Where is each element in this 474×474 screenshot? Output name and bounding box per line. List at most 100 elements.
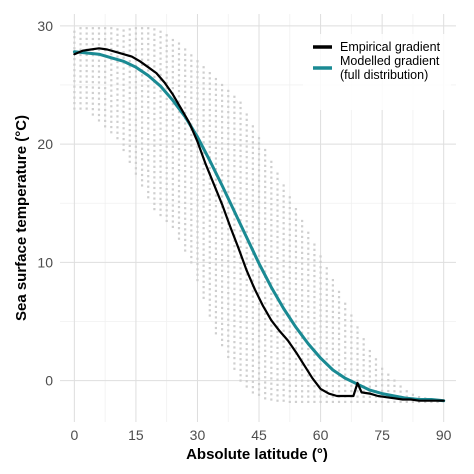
distribution-point [165,134,168,138]
distribution-point [214,136,218,139]
distribution-point [202,184,205,187]
distribution-point [227,260,230,263]
distribution-point [307,258,310,261]
distribution-point [116,44,119,47]
legend-label-line: (full distribution) [340,68,428,82]
distribution-point [110,131,113,134]
distribution-point [73,74,76,77]
distribution-point [85,59,88,62]
distribution-point [214,199,218,202]
distribution-point [276,373,279,376]
distribution-point [257,383,261,386]
distribution-point [294,368,298,371]
distribution-point [282,361,285,365]
distribution-point [202,275,205,278]
distribution-point [134,167,138,170]
distribution-point [104,65,107,68]
distribution-point [184,159,187,162]
distribution-point [116,33,119,36]
distribution-point [319,325,322,328]
distribution-point [276,352,279,355]
distribution-point [208,209,211,212]
distribution-point [276,214,279,217]
distribution-point [128,86,131,89]
distribution-point [165,124,168,127]
distribution-point [202,205,205,208]
distribution-point [208,282,211,286]
distribution-point [196,113,199,116]
distribution-point [214,321,218,324]
distribution-point [79,37,82,41]
distribution-point [147,180,150,183]
distribution-point [196,76,199,79]
distribution-point [184,106,187,109]
distribution-point [165,44,168,47]
distribution-point [276,198,279,202]
distribution-point [85,107,88,110]
distribution-point [270,329,273,332]
distribution-point [307,263,310,266]
distribution-point [368,355,371,358]
distribution-point [356,390,359,393]
distribution-point [202,189,205,192]
distribution-point [208,261,211,264]
distribution-point [270,171,273,174]
distribution-point [257,345,261,348]
distribution-point [104,125,107,128]
distribution-point [350,330,353,333]
distribution-point [171,199,174,202]
distribution-point [184,111,187,115]
distribution-point [233,335,236,338]
distribution-point [264,376,267,379]
distribution-point [239,352,242,355]
distribution-point [171,54,174,58]
distribution-point [245,140,248,143]
distribution-point [134,48,138,51]
distribution-point [387,400,390,403]
distribution-point [220,115,224,118]
distribution-point [325,272,328,275]
distribution-point [220,312,224,315]
distribution-point [159,149,162,152]
distribution-point [313,369,316,372]
distribution-point [177,195,181,198]
distribution-point [134,27,138,30]
distribution-point [387,373,390,376]
distribution-point [331,326,334,329]
distribution-point [140,37,144,40]
distribution-point [344,384,347,387]
distribution-point [245,305,248,308]
distribution-point [190,234,193,237]
distribution-point [239,326,242,329]
distribution-point [196,60,199,63]
distribution-point [239,363,242,366]
distribution-point [153,38,156,42]
distribution-point [184,201,187,205]
distribution-point [233,133,236,136]
distribution-point [214,316,218,319]
distribution-point [313,364,316,367]
distribution-point [325,352,328,355]
distribution-point [214,104,218,107]
distribution-point [184,64,187,67]
distribution-point [202,114,205,117]
distribution-point [165,198,168,201]
distribution-point [301,246,304,249]
distribution-point [239,347,242,350]
distribution-point [184,196,187,199]
distribution-point [110,94,113,97]
distribution-point [177,137,181,140]
distribution-point [153,65,156,68]
distribution-point [214,77,218,81]
distribution-point [282,232,285,236]
distribution-point [313,243,316,246]
distribution-point [104,92,107,95]
distribution-point [264,201,267,204]
distribution-point [196,182,199,186]
distribution-point [214,220,218,224]
distribution-point [177,158,181,161]
distribution-point [294,229,298,232]
distribution-point [350,352,353,355]
distribution-point [147,164,150,167]
distribution-point [344,400,347,403]
